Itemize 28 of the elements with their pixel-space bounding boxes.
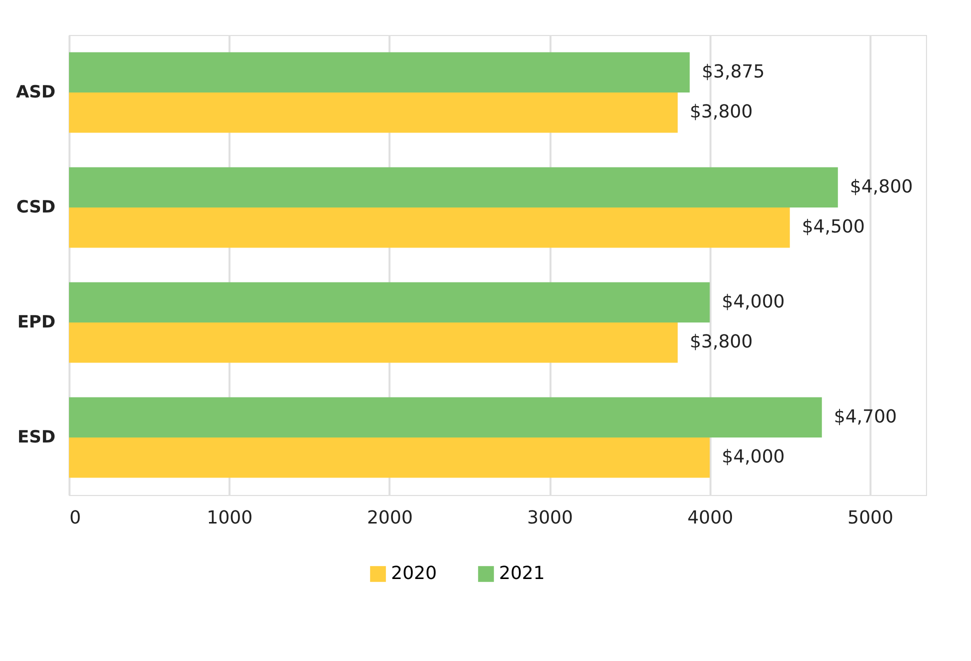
data-label: $3,800 xyxy=(690,102,753,123)
data-label: $4,700 xyxy=(834,406,897,428)
data-label: $4,000 xyxy=(722,291,785,312)
bar xyxy=(69,397,822,438)
x-tick-label: 4000 xyxy=(687,508,734,528)
bar xyxy=(69,92,678,133)
x-tick-label: 2000 xyxy=(366,508,413,528)
bar xyxy=(69,438,710,478)
data-label: $4,500 xyxy=(802,216,865,238)
y-tick-label: CSD xyxy=(16,198,56,218)
data-label: $4,800 xyxy=(850,176,913,198)
legend-label: 2021 xyxy=(499,563,545,584)
legend-label: 2020 xyxy=(391,563,437,584)
x-tick-label: 5000 xyxy=(848,508,894,528)
data-label: $3,875 xyxy=(702,61,765,82)
bar xyxy=(69,52,690,92)
bar xyxy=(69,322,678,363)
x-tick-label: 1000 xyxy=(206,508,253,528)
y-tick-label: EPD xyxy=(17,312,56,332)
data-label: $4,000 xyxy=(722,446,785,468)
bar xyxy=(69,208,790,248)
x-tick-label: 0 xyxy=(70,508,81,528)
y-tick-label: ASD xyxy=(16,82,56,102)
y-tick-label: ESD xyxy=(18,428,56,448)
x-tick-label: 3000 xyxy=(527,508,573,528)
bar xyxy=(69,282,710,322)
data-label: $3,800 xyxy=(690,332,753,353)
bar xyxy=(69,167,838,208)
